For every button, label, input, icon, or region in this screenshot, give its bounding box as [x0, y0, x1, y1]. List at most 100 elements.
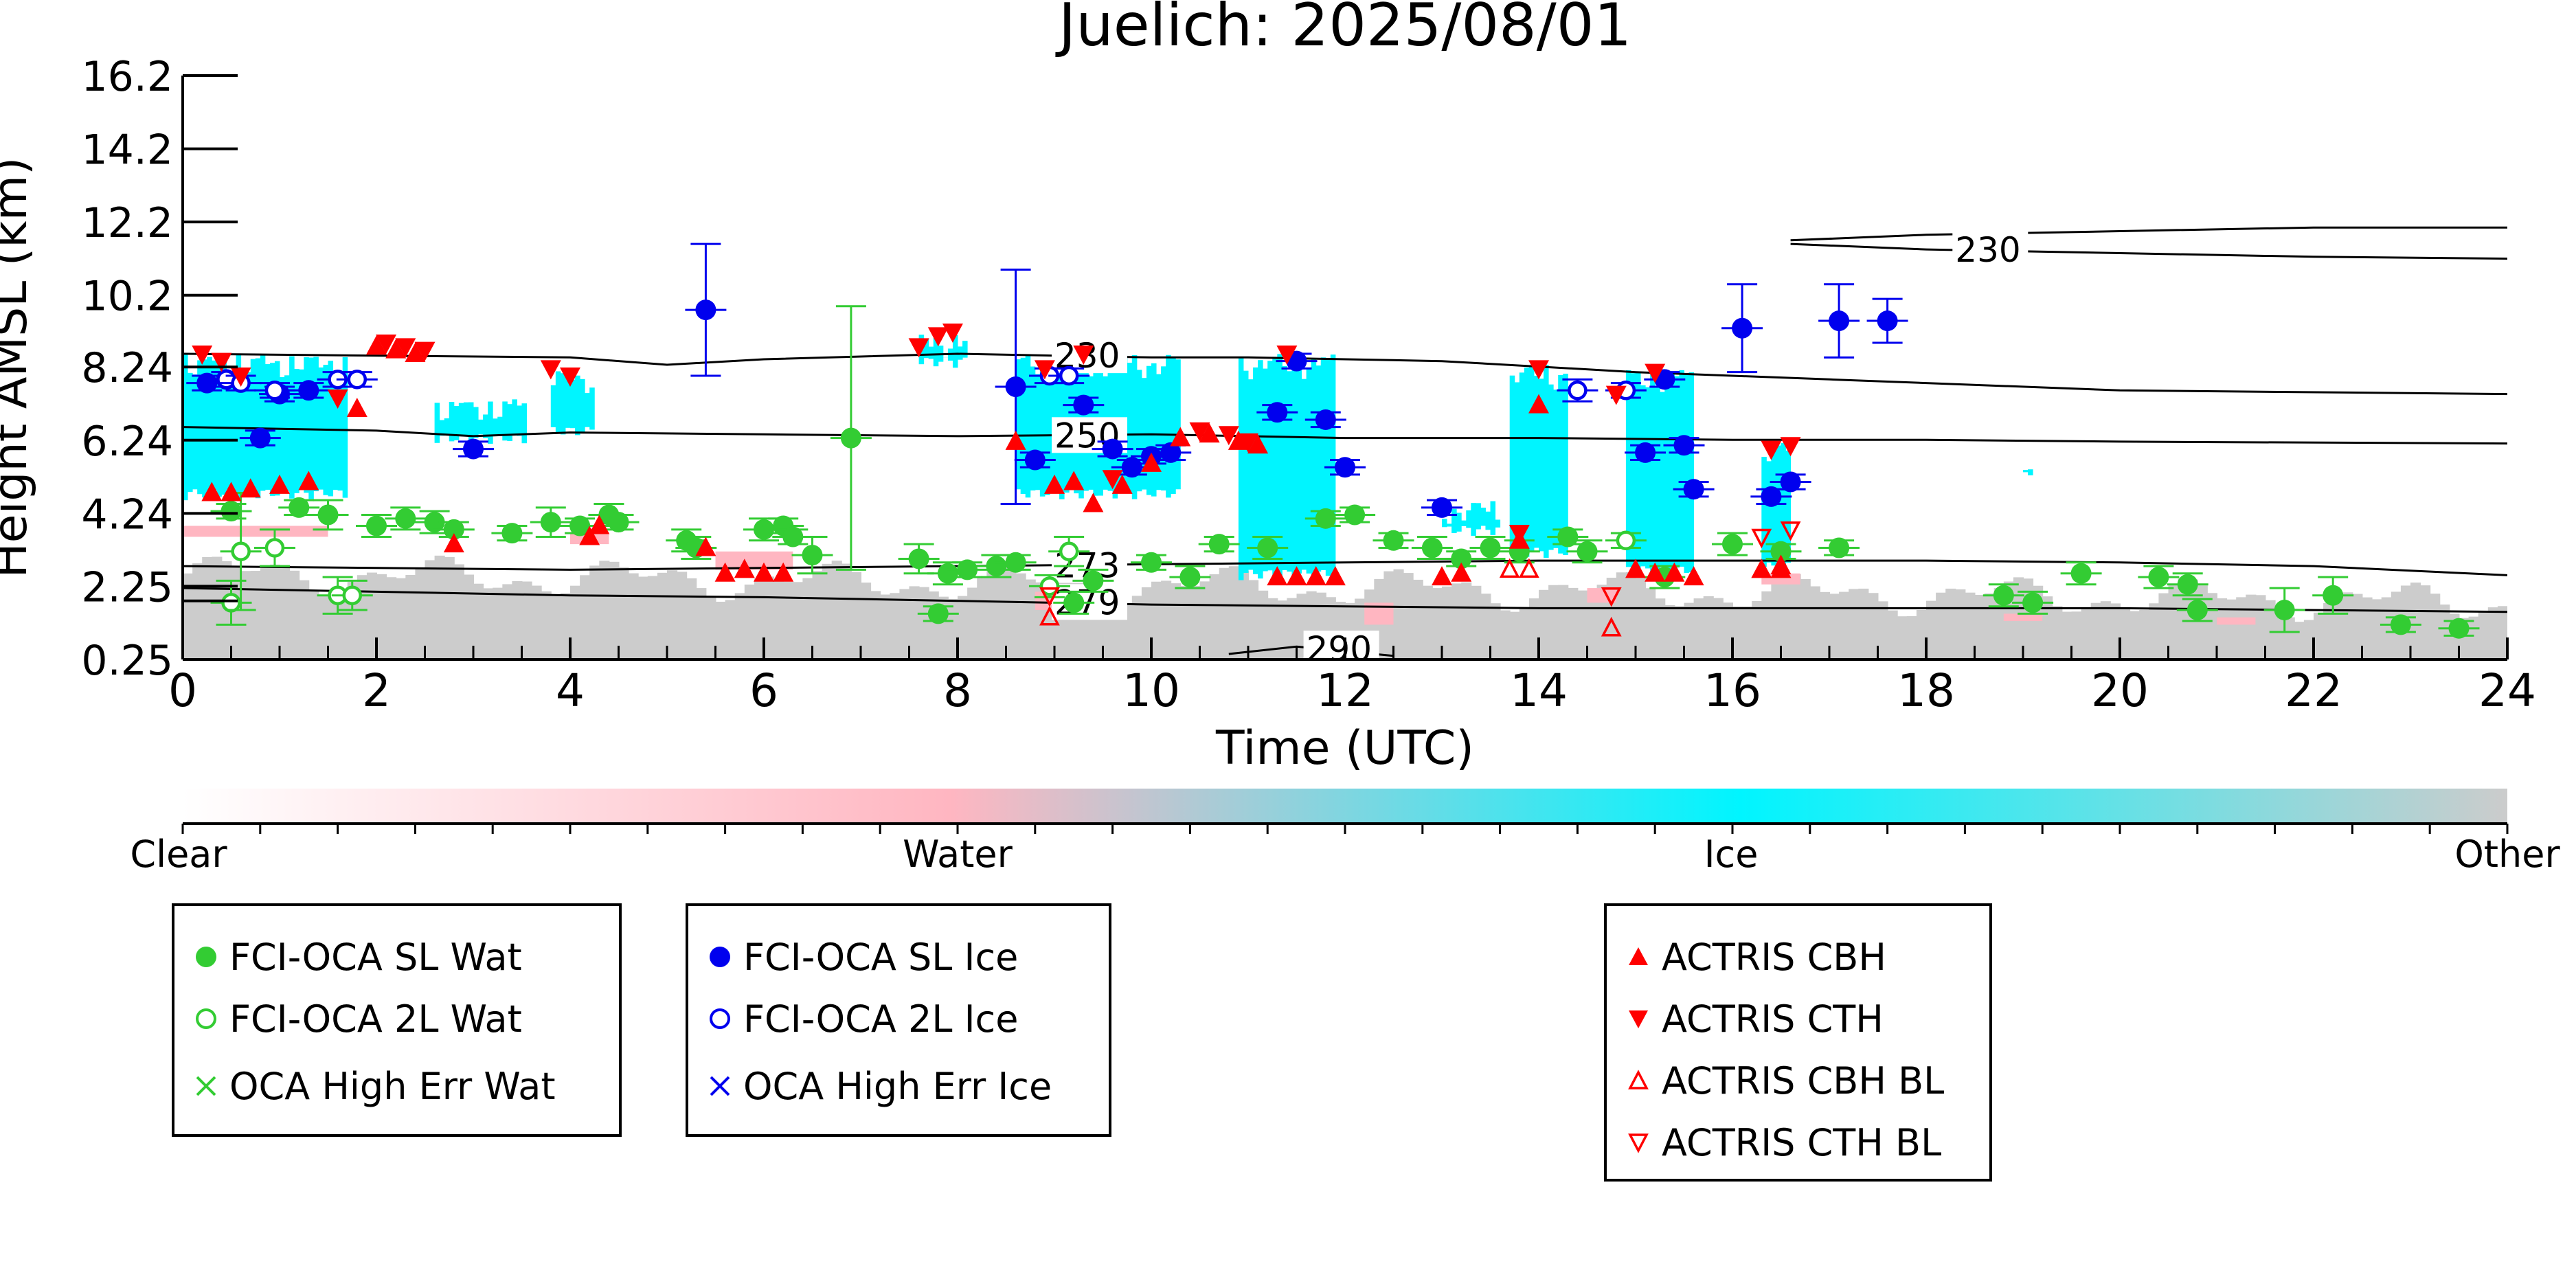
boundary-layer-band [1926, 600, 1937, 659]
marker-triangle-down [1102, 470, 1123, 490]
marker-filled-circle [1557, 526, 1579, 547]
ice-patch-column [1267, 361, 1273, 571]
marker-filled-circle [1829, 537, 1850, 558]
colorbar-label-other: Other [2454, 833, 2560, 876]
ice-patch-column [1020, 357, 1026, 495]
ice-patch-column [308, 357, 314, 499]
boundary-layer-band [1287, 598, 1298, 659]
ice-patch-column [1015, 359, 1021, 490]
marker-filled-circle [196, 372, 218, 394]
boundary-layer-band [1936, 592, 1947, 659]
y-axis-label: Height AMSL (km) [0, 157, 38, 578]
marker-filled-circle [317, 504, 339, 526]
boundary-layer-band [1025, 579, 1036, 659]
ice-patch-column [342, 357, 348, 498]
ice-patch-column [1263, 368, 1268, 572]
boundary-layer-band [1568, 587, 1579, 659]
legend-item-cbh-bl: ACTRIS CBH BL [1625, 1059, 1944, 1103]
boundary-layer-band [2090, 602, 2101, 659]
boundary-layer-band [1674, 606, 1685, 659]
boundary-layer-band [1519, 607, 1530, 659]
boundary-layer-band [637, 576, 648, 659]
ice-patch-column [2028, 469, 2033, 476]
boundary-layer-band [1548, 585, 1559, 659]
boundary-layer-band [2110, 603, 2121, 659]
legend-item-cth-bl: ACTRIS CTH BL [1625, 1121, 1941, 1164]
x-tick-label: 20 [2091, 664, 2149, 717]
ice-patch-column [1679, 370, 1684, 567]
colorbar-label-ice: Ice [1704, 833, 1759, 876]
boundary-layer-band [1761, 591, 1772, 659]
boundary-layer-band [1955, 589, 1966, 659]
boundary-layer-band [647, 576, 658, 659]
boundary-layer-band [1636, 578, 1647, 659]
boundary-layer-band [1625, 572, 1636, 659]
boundary-layer-band [1771, 581, 1782, 659]
boundary-layer-band [715, 601, 726, 659]
ice-patch-column [1558, 374, 1563, 554]
ice-patch-column [923, 339, 929, 359]
marker-triangle-down [1509, 525, 1530, 545]
marker-triangle-up [1751, 558, 1772, 578]
ice-patch-column [1287, 371, 1292, 572]
boundary-layer-band [1199, 581, 1210, 659]
boundary-layer-band [1587, 589, 1598, 659]
x-mark-blue-icon [710, 1076, 730, 1096]
boundary-layer-band [2294, 622, 2305, 659]
boundary-layer-band [1596, 585, 1607, 659]
marker-triangle-up-open [1770, 554, 1792, 574]
boundary-layer-band [812, 571, 823, 659]
ice-patch-column [570, 379, 576, 429]
ice-patch-column [1688, 372, 1695, 573]
ice-patch-column [207, 357, 212, 490]
marker-triangle-up [1199, 423, 1220, 443]
marker-triangle-up [1083, 493, 1104, 512]
x-axis-label: Time (UTC) [1215, 721, 1474, 776]
marker-filled-circle [249, 427, 271, 449]
boundary-layer-band [1006, 567, 1017, 659]
boundary-layer-band [2410, 583, 2421, 659]
marker-filled-circle [1335, 457, 1355, 478]
boundary-layer-band [1655, 598, 1666, 659]
marker-triangle-down [1034, 360, 1055, 380]
marker-open-circle [1059, 541, 1079, 562]
ice-patch-column [1258, 360, 1263, 579]
ice-patch-column [1544, 365, 1549, 558]
marker-triangle-up [366, 335, 387, 355]
boundary-layer-band [2236, 597, 2247, 659]
boundary-layer-band [1219, 567, 1230, 659]
marker-open-circle [347, 370, 368, 389]
ice-patch-column [2023, 470, 2029, 473]
boundary-layer-band [2371, 599, 2382, 659]
triangle-down-red-icon [1629, 1010, 1648, 1028]
ice-patch-column [1296, 370, 1302, 574]
boundary-layer-band [337, 589, 348, 659]
marker-filled-circle [221, 501, 242, 522]
ice-patch-column [231, 374, 237, 492]
legend-label: FCI-OCA SL Ice [743, 935, 1019, 979]
boundary-layer-band [1732, 607, 1743, 659]
boundary-layer-band [1916, 610, 1927, 659]
boundary-layer-band [996, 565, 1007, 659]
boundary-layer-band [2255, 595, 2266, 659]
boundary-layer-band [1267, 598, 1278, 659]
boundary-layer-band [386, 577, 397, 659]
series-actris-cth-bl [1039, 521, 1801, 607]
marker-filled-circle [1770, 541, 1792, 562]
boundary-layer-band [1490, 603, 1501, 659]
boundary-layer-band [861, 583, 872, 659]
boundary-layer-band [1645, 588, 1656, 659]
ice-patch-column [1776, 445, 1781, 573]
boundary-layer-band [1945, 588, 1956, 659]
ice-patch-column [580, 379, 585, 432]
ice-patch-column [1277, 354, 1283, 576]
marker-filled-circle [2022, 592, 2044, 613]
marker-triangle-down-open [1039, 587, 1060, 607]
ice-patch-column [434, 403, 440, 443]
marker-filled-circle [569, 515, 591, 536]
ice-patch-column [1650, 370, 1656, 577]
water-patch [715, 551, 793, 570]
ice-patch-column [1456, 512, 1462, 532]
marker-filled-circle [2177, 574, 2198, 595]
marker-triangle-down [1605, 385, 1627, 405]
